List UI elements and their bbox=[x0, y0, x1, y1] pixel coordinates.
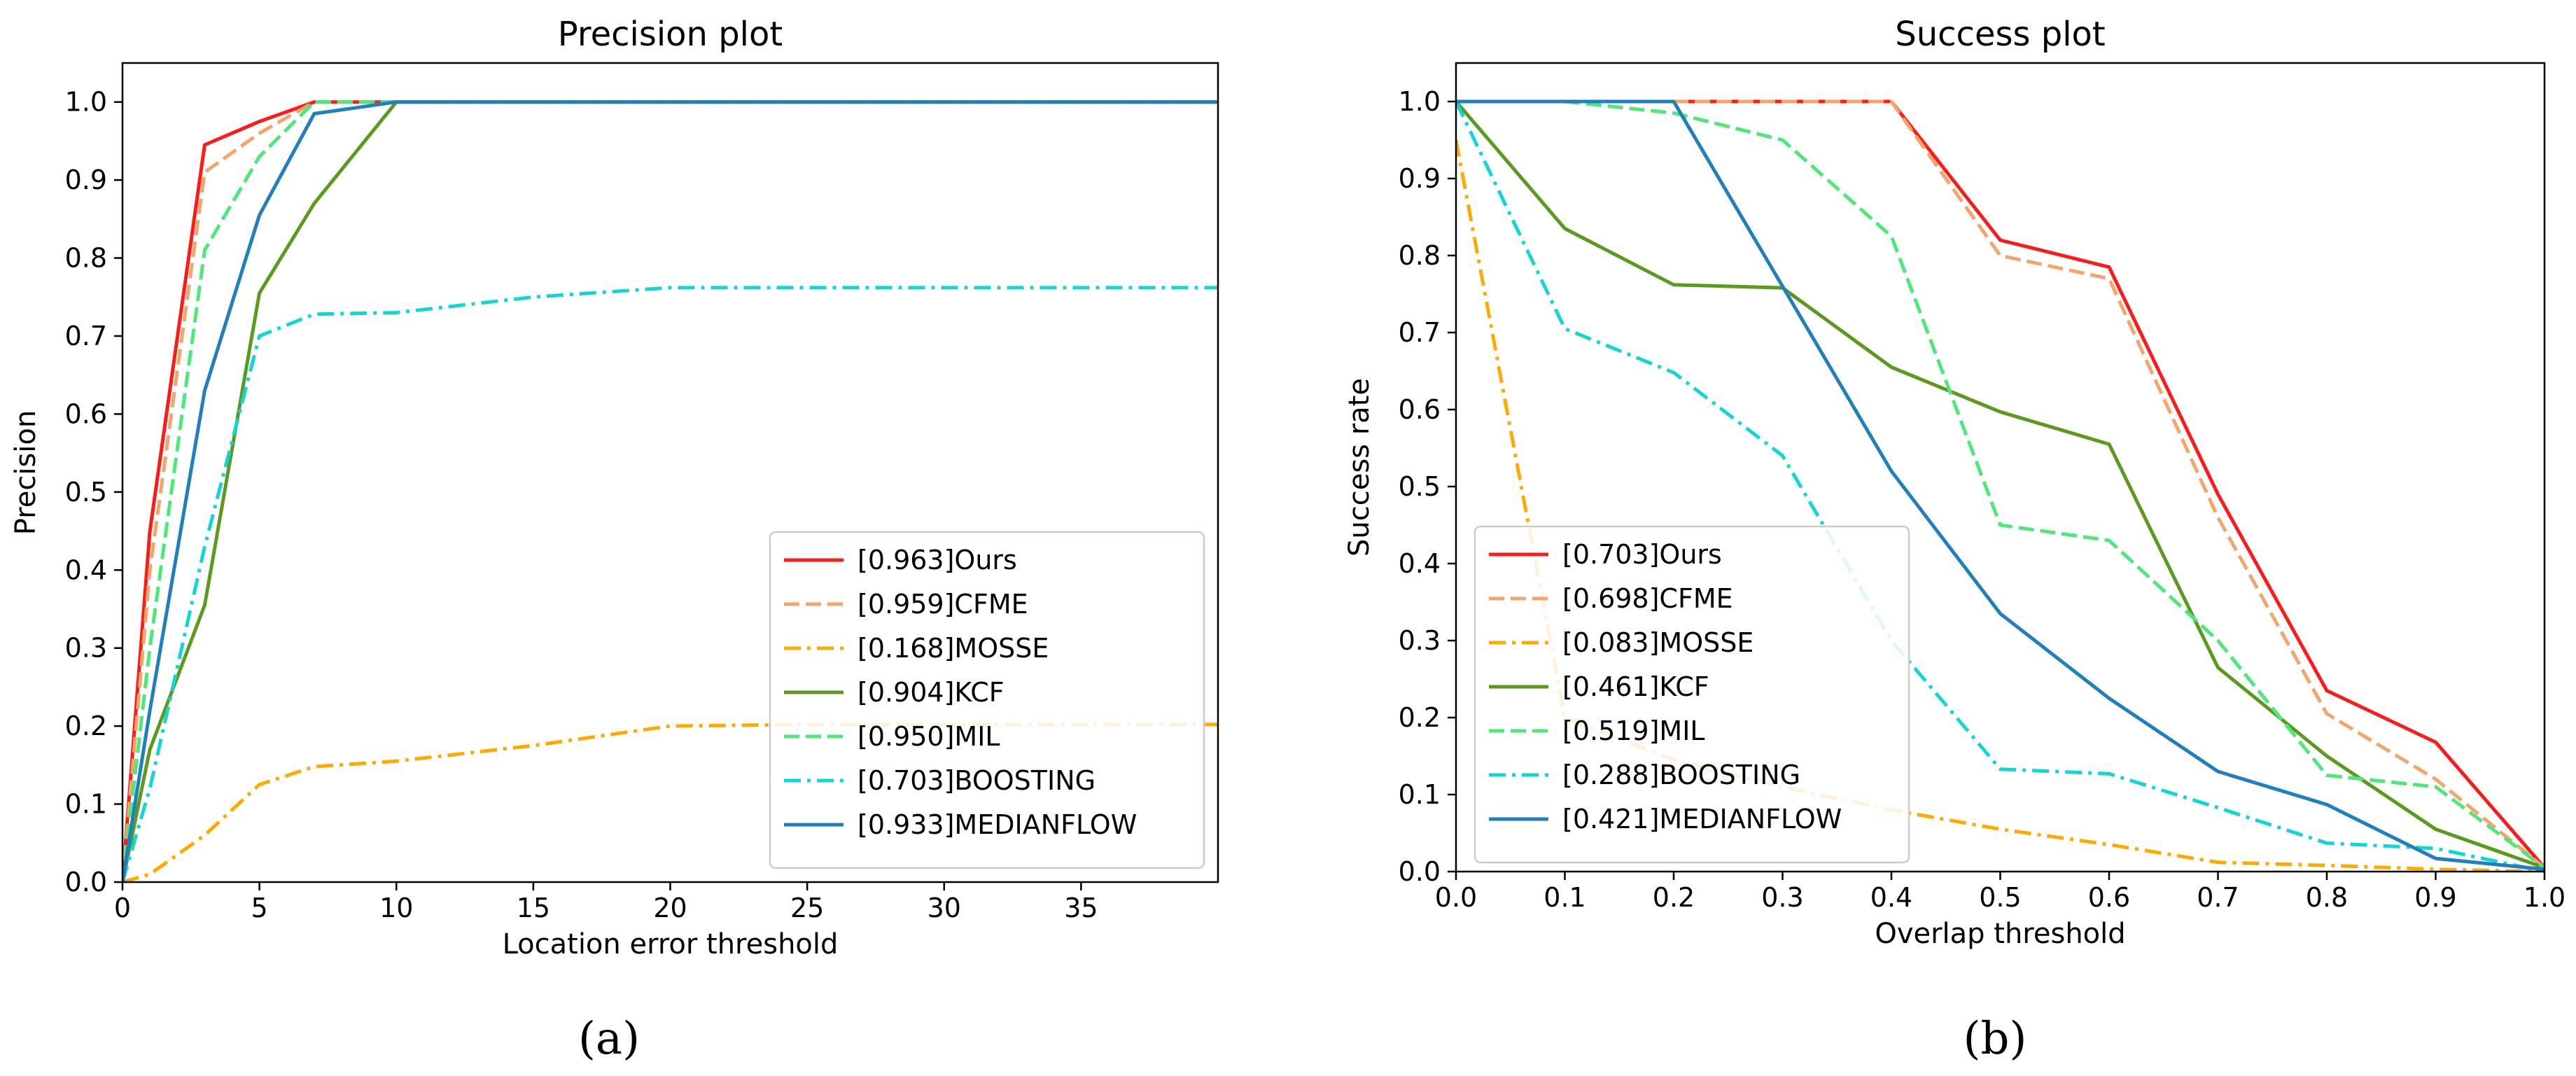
chart-panel-a: 0 5 10 15 20 25 30 35 0.0 0.1 0.2 0.3 0.4 0.5 0.6 0.7 0.… bbox=[10, 15, 1219, 1065]
y-tick-label: 0.2 bbox=[1399, 702, 1441, 733]
legend-box bbox=[769, 531, 1205, 869]
x-axis-label: Overlap threshold bbox=[1875, 918, 2125, 950]
legend-label: [0.698]CFME bbox=[1562, 583, 1733, 614]
series-line-mil bbox=[1456, 99, 2544, 869]
x-tick-label: 1.0 bbox=[2524, 882, 2566, 913]
series-line-medianflow bbox=[122, 100, 1218, 882]
x-tick-label: 30 bbox=[927, 893, 961, 923]
y-tick-label: 0.1 bbox=[1399, 779, 1441, 810]
legend-label: [0.519]MIL bbox=[1562, 715, 1705, 746]
chart-title: Precision plot bbox=[558, 15, 783, 54]
x-tick-label: 0.5 bbox=[1979, 882, 2021, 913]
x-tick-label: 0.1 bbox=[1544, 882, 1586, 913]
legend-box bbox=[1474, 525, 1910, 864]
x-tick-label: 35 bbox=[1064, 893, 1098, 923]
y-tick-label: 0.9 bbox=[65, 165, 107, 195]
x-tick-label: 0.8 bbox=[2306, 882, 2348, 913]
y-tick-label: 0.9 bbox=[1399, 163, 1441, 194]
x-tick-label: 15 bbox=[517, 893, 550, 923]
series-line-boosting bbox=[1456, 100, 2544, 872]
x-tick-label: 5 bbox=[251, 893, 268, 923]
y-tick-label: 0.7 bbox=[1399, 317, 1441, 348]
x-axis-label: Location error threshold bbox=[503, 928, 839, 960]
y-tick-label: 0.3 bbox=[65, 633, 107, 664]
legend-label: [0.461]KCF bbox=[1562, 671, 1709, 702]
series-line-boosting bbox=[122, 286, 1218, 882]
y-tick-label: 0.8 bbox=[1399, 240, 1441, 271]
legend-label: [0.421]MEDIANFLOW bbox=[1562, 804, 1842, 834]
legend-label: [0.959]CFME bbox=[858, 589, 1028, 620]
legend-label: [0.950]MIL bbox=[858, 721, 1000, 752]
x-tick-label: 20 bbox=[653, 893, 687, 923]
y-tick-label: 1.0 bbox=[65, 87, 107, 118]
x-tick-label: 0.0 bbox=[1435, 882, 1477, 913]
x-tick-label: 0 bbox=[114, 893, 131, 923]
y-tick-label: 0.0 bbox=[1399, 856, 1441, 887]
legend: [0.703]Ours [0.698]CFME [0.083]MOSSE [0.461… bbox=[1474, 525, 1910, 864]
y-tick-label: 0.5 bbox=[65, 477, 107, 508]
y-axis-label: Success rate bbox=[1343, 378, 1376, 557]
x-tick-label: 0.2 bbox=[1653, 882, 1695, 913]
y-axis-label: Precision bbox=[10, 410, 42, 535]
legend: [0.963]Ours [0.959]CFME [0.168]MOSSE [0.904… bbox=[769, 531, 1205, 869]
x-tick-label: 0.4 bbox=[1870, 882, 1912, 913]
y-tick-label: 0.8 bbox=[65, 243, 107, 274]
chart-title: Success plot bbox=[1895, 15, 2105, 54]
y-tick-label: 1.0 bbox=[1399, 86, 1441, 117]
y-tick-label: 0.2 bbox=[65, 711, 107, 741]
legend-label: [0.703]BOOSTING bbox=[858, 765, 1096, 796]
chart-panel-b: 0.0 0.1 0.2 0.3 0.4 0.5 0.6 0.7 0.8 0.9 1.0 0.0 0.1 0… bbox=[1343, 15, 2566, 1065]
panel-caption: (b) bbox=[1963, 1013, 2027, 1065]
x-tick-label: 10 bbox=[379, 893, 413, 923]
y-tick-label: 0.6 bbox=[1399, 394, 1441, 425]
x-tick-label: 0.7 bbox=[2197, 882, 2239, 913]
y-tick-label: 0.6 bbox=[65, 398, 107, 429]
legend-label: [0.963]Ours bbox=[858, 545, 1017, 575]
series-lines bbox=[122, 100, 1218, 882]
series-line-medianflow bbox=[1456, 99, 2544, 872]
legend-label: [0.904]KCF bbox=[858, 677, 1004, 708]
y-tick-label: 0.0 bbox=[65, 867, 107, 897]
y-tick-label: 0.3 bbox=[1399, 625, 1441, 656]
y-tick-label: 0.4 bbox=[1399, 548, 1441, 579]
panel-caption: (a) bbox=[578, 1013, 640, 1065]
y-tick-label: 0.4 bbox=[65, 554, 107, 585]
y-tick-label: 0.7 bbox=[65, 321, 107, 351]
y-tick-label: 0.5 bbox=[1399, 471, 1441, 502]
legend-label: [0.933]MEDIANFLOW bbox=[858, 809, 1137, 840]
legend-label: [0.703]Ours bbox=[1562, 539, 1722, 570]
legend-label: [0.083]MOSSE bbox=[1562, 627, 1754, 658]
x-tick-label: 0.6 bbox=[2088, 882, 2130, 913]
legend-label: [0.288]BOOSTING bbox=[1562, 760, 1800, 790]
legend-label: [0.168]MOSSE bbox=[858, 633, 1049, 664]
x-tick-label: 0.9 bbox=[2414, 882, 2456, 913]
x-tick-label: 0.3 bbox=[1761, 882, 1803, 913]
x-tick-label: 25 bbox=[790, 893, 824, 923]
y-tick-label: 0.1 bbox=[65, 789, 107, 820]
